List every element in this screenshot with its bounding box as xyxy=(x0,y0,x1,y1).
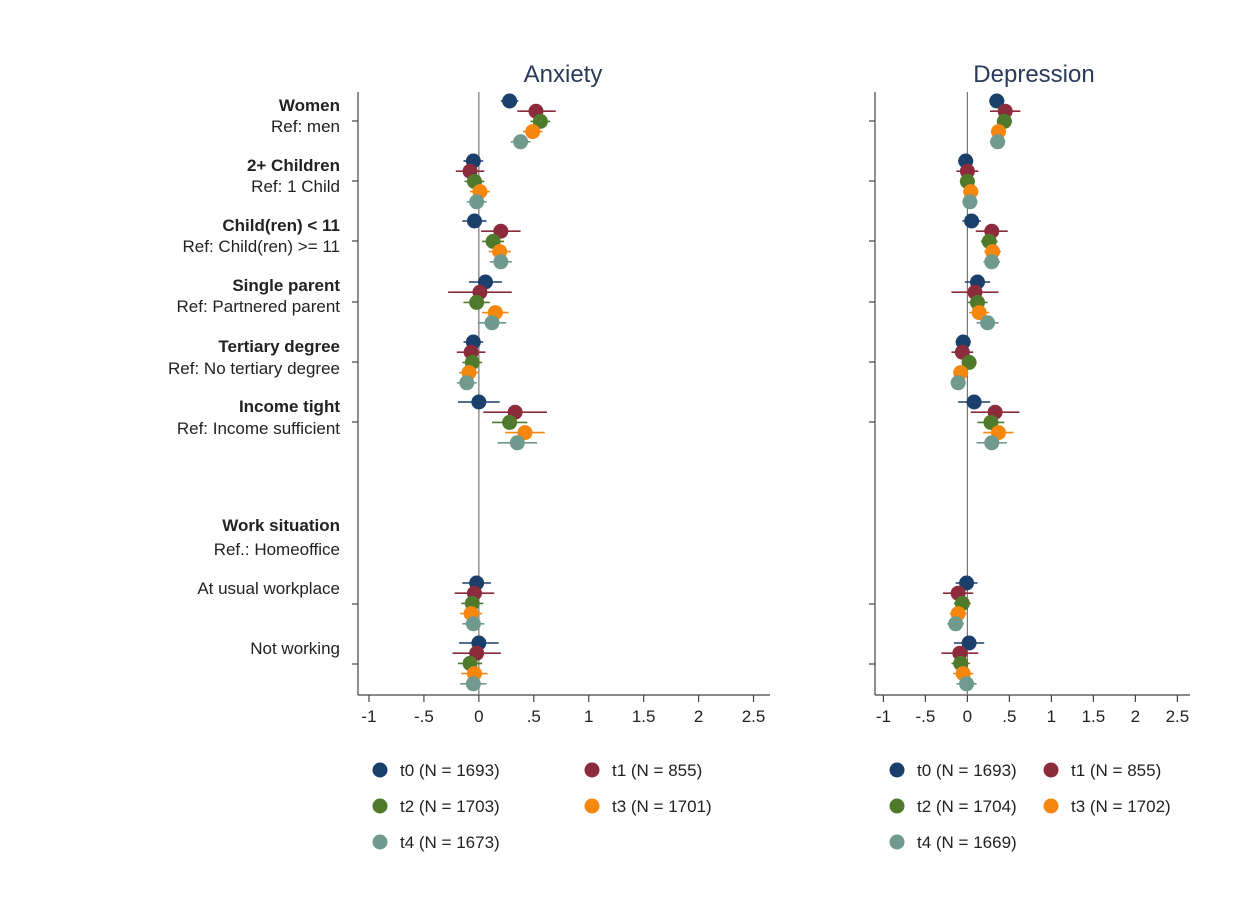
x-tick-label: -1 xyxy=(361,707,376,726)
panel-anxiety: Anxiety -1 -.5 0 .5 1 1.5 2 2.5 t0 (N = 1693) t1 (… xyxy=(352,61,770,852)
point-single-t4 xyxy=(484,315,500,331)
point-tertiary-t4 xyxy=(459,375,475,391)
panel-depression: Depression-1 -.5 0.5 1 1.5 2 2.5t0 (N = 1693) t… xyxy=(869,61,1190,852)
legend-marker xyxy=(372,834,388,850)
covariate-label-work_header: Work situation xyxy=(222,516,340,535)
legend-label: t0 (N = 1693) xyxy=(917,761,1017,780)
point-single-t4 xyxy=(980,315,996,331)
legend-marker xyxy=(889,798,905,814)
point-women-t0 xyxy=(502,93,518,109)
point-women-t4 xyxy=(513,134,529,150)
legend: t0 (N = 1693) t1 (N = 855) t2 (N = 1704) t3… xyxy=(889,761,1171,852)
covariate-label-workplace: At usual workplace xyxy=(197,579,340,598)
legend-marker xyxy=(372,798,388,814)
covariate-ref-income: Ref: Income sufficient xyxy=(177,419,340,438)
point-income-t2 xyxy=(502,414,518,430)
covariate-ref-work_header: Ref.: Homeoffice xyxy=(214,540,340,559)
legend-marker xyxy=(584,762,600,778)
point-single-t3 xyxy=(971,305,987,321)
covariate-label-income: Income tight xyxy=(239,397,340,416)
covariate-label-children: 2+ Children xyxy=(247,156,340,175)
point-workplace-t0 xyxy=(959,575,975,591)
point-child11-t4 xyxy=(984,254,1000,270)
x-tick-label: -.5 xyxy=(414,707,434,726)
point-workplace-t4 xyxy=(465,616,481,632)
x-tick-label: 0 xyxy=(963,707,972,726)
panel-title: Anxiety xyxy=(524,61,603,88)
legend-marker xyxy=(889,762,905,778)
point-children-t4 xyxy=(962,194,978,210)
point-child11-t1 xyxy=(493,223,509,239)
covariate-ref-children: Ref: 1 Child xyxy=(251,177,340,196)
panel-title: Depression xyxy=(973,61,1094,88)
point-income-t4 xyxy=(509,435,525,451)
x-tick-label: 1 xyxy=(1047,707,1056,726)
x-tick-label: 0 xyxy=(474,707,483,726)
legend-label: t3 (N = 1701) xyxy=(612,797,712,816)
point-child11-t0 xyxy=(964,213,980,229)
x-tick-label: .5 xyxy=(527,707,541,726)
x-tick-label: 1.5 xyxy=(1082,707,1106,726)
legend-marker xyxy=(372,762,388,778)
covariate-label-women: Women xyxy=(279,96,340,115)
legend-label: t2 (N = 1704) xyxy=(917,797,1017,816)
point-notworking-t0 xyxy=(961,635,977,651)
point-notworking-t4 xyxy=(465,676,481,692)
legend-marker xyxy=(1043,798,1059,814)
point-women-t3 xyxy=(525,124,541,140)
x-tick-label: -.5 xyxy=(915,707,935,726)
point-women-t2 xyxy=(532,113,548,129)
point-single-t2 xyxy=(469,294,485,310)
covariate-label-single: Single parent xyxy=(232,276,340,295)
x-tick-label: -1 xyxy=(876,707,891,726)
point-income-t3 xyxy=(517,425,533,441)
point-workplace-t4 xyxy=(948,616,964,632)
point-notworking-t4 xyxy=(959,676,975,692)
x-tick-label: 2 xyxy=(694,707,703,726)
point-child11-t4 xyxy=(493,254,509,270)
legend-label: t3 (N = 1702) xyxy=(1071,797,1171,816)
covariate-ref-tertiary: Ref: No tertiary degree xyxy=(168,359,340,378)
covariate-ref-child11: Ref: Child(ren) >= 11 xyxy=(183,237,340,256)
x-tick-label: 1 xyxy=(584,707,593,726)
legend: t0 (N = 1693) t1 (N = 855) t2 (N = 1703) t3… xyxy=(372,761,712,852)
covariate-label-tertiary: Tertiary degree xyxy=(218,337,340,356)
covariate-ref-women: Ref: men xyxy=(271,117,340,136)
x-tick-label: 2 xyxy=(1131,707,1140,726)
x-tick-label: 2.5 xyxy=(742,707,766,726)
x-tick-label: 1.5 xyxy=(632,707,656,726)
x-tick-label: 2.5 xyxy=(1166,707,1190,726)
point-women-t4 xyxy=(990,134,1006,150)
legend-label: t4 (N = 1669) xyxy=(917,833,1017,852)
covariate-label-notworking: Not working xyxy=(250,639,340,658)
legend-label: t0 (N = 1693) xyxy=(400,761,500,780)
legend-label: t2 (N = 1703) xyxy=(400,797,500,816)
covariate-label-child11: Child(ren) < 11 xyxy=(222,216,340,235)
covariate-ref-single: Ref: Partnered parent xyxy=(177,297,341,316)
legend-label: t1 (N = 855) xyxy=(612,761,702,780)
point-income-t0 xyxy=(966,394,982,410)
legend-marker xyxy=(889,834,905,850)
point-tertiary-t2 xyxy=(961,354,977,370)
x-tick-label: .5 xyxy=(1002,707,1016,726)
point-income-t4 xyxy=(984,435,1000,451)
point-child11-t0 xyxy=(466,213,482,229)
legend-marker xyxy=(584,798,600,814)
point-tertiary-t4 xyxy=(950,375,966,391)
point-income-t0 xyxy=(471,394,487,410)
point-women-t0 xyxy=(989,93,1005,109)
legend-marker xyxy=(1043,762,1059,778)
legend-label: t4 (N = 1673) xyxy=(400,833,500,852)
point-children-t4 xyxy=(469,194,485,210)
legend-label: t1 (N = 855) xyxy=(1071,761,1161,780)
